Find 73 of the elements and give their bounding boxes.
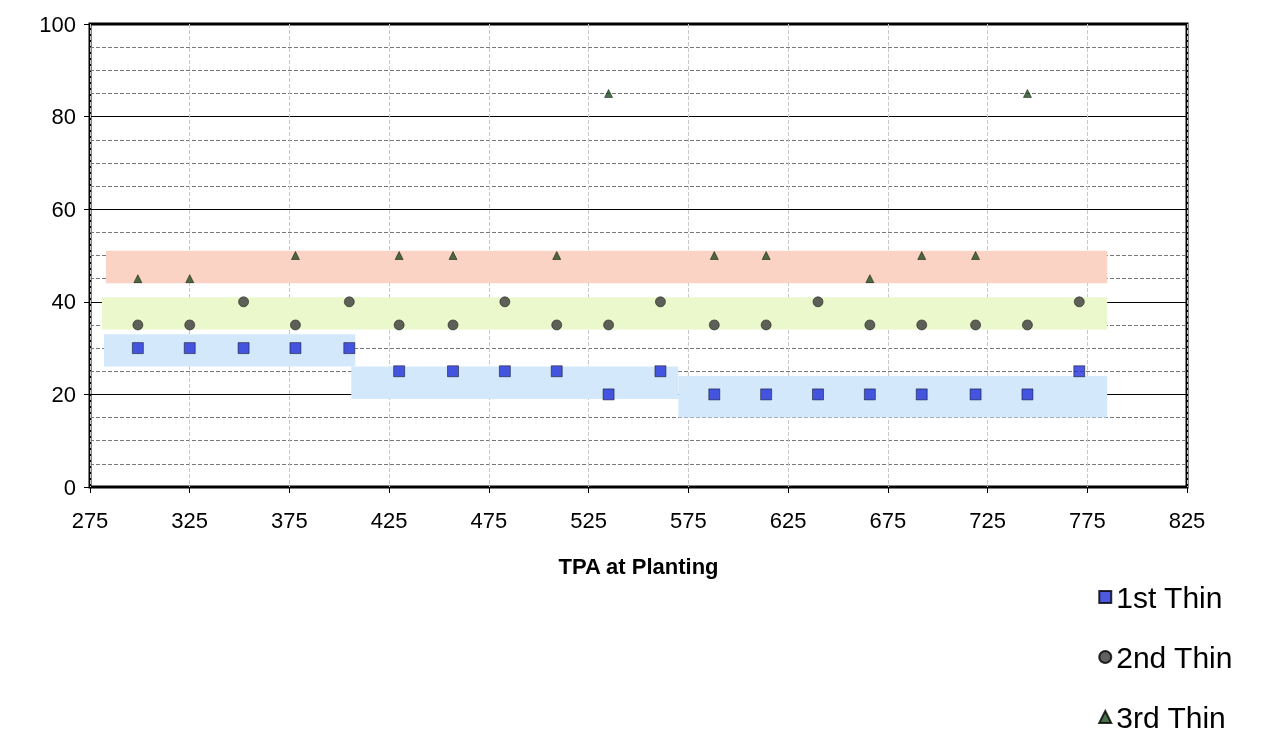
point: [448, 251, 458, 260]
x-tick-label: 625: [769, 507, 807, 533]
point: [709, 251, 719, 260]
legend-label: 1st Thin: [1116, 580, 1223, 614]
y-tick-label: 0: [63, 474, 76, 500]
point: [655, 296, 666, 308]
point: [1073, 365, 1086, 378]
point: [133, 274, 143, 283]
point: [394, 251, 404, 260]
point: [760, 319, 772, 331]
point: [550, 365, 563, 378]
point: [708, 388, 721, 401]
point: [499, 365, 511, 378]
point: [238, 296, 249, 308]
x-tick-label: 375: [271, 507, 308, 533]
point: [393, 365, 405, 378]
x-tick-label: 525: [570, 507, 607, 533]
point: [183, 342, 196, 354]
point: [604, 89, 613, 98]
point: [447, 365, 459, 378]
point: [132, 319, 144, 331]
point: [290, 319, 301, 331]
point: [237, 342, 250, 354]
point: [654, 365, 667, 378]
x-tick-label: 675: [869, 507, 907, 533]
x-axis-title: TPA at Planting: [558, 553, 719, 579]
point: [971, 251, 980, 260]
point: [343, 342, 356, 354]
point: [761, 251, 771, 260]
x-tick-label: 425: [370, 507, 408, 533]
point: [917, 251, 927, 260]
point: [1021, 388, 1034, 401]
point: [760, 388, 772, 401]
point: [291, 251, 300, 260]
point: [1022, 319, 1033, 331]
point: [552, 251, 562, 260]
point: [603, 319, 614, 331]
legend-label: 3rd Thin: [1116, 700, 1226, 734]
y-tick-label: 40: [51, 289, 76, 315]
point: [447, 319, 459, 331]
point: [916, 319, 928, 331]
point: [132, 342, 144, 354]
y-tick-label: 20: [51, 381, 76, 407]
y-tick-label: 80: [51, 104, 76, 130]
point: [969, 388, 982, 401]
point: [864, 388, 876, 401]
point: [864, 319, 876, 331]
point: [970, 319, 981, 331]
point: [499, 296, 511, 308]
x-tick-label: 725: [969, 507, 1006, 533]
point: [1074, 296, 1085, 308]
point: [344, 296, 355, 308]
x-tick-label: 475: [470, 507, 508, 533]
x-tick-label: 325: [171, 507, 209, 533]
point: [551, 319, 563, 331]
point: [185, 274, 195, 283]
point: [289, 342, 302, 354]
point: [915, 388, 928, 401]
legend-label: 2nd Thin: [1116, 640, 1233, 674]
point: [709, 319, 720, 331]
point: [812, 296, 824, 308]
point: [184, 319, 196, 331]
y-tick-label: 100: [39, 11, 76, 37]
x-tick-label: 825: [1168, 507, 1206, 533]
point: [865, 274, 875, 283]
y-tick-label: 60: [51, 196, 76, 222]
point: [812, 388, 824, 401]
x-tick-label: 775: [1068, 507, 1106, 533]
x-tick-label: 575: [670, 507, 707, 533]
x-tick-label: 275: [71, 507, 109, 533]
point: [393, 319, 405, 331]
point: [602, 388, 615, 401]
point: [1023, 89, 1032, 98]
